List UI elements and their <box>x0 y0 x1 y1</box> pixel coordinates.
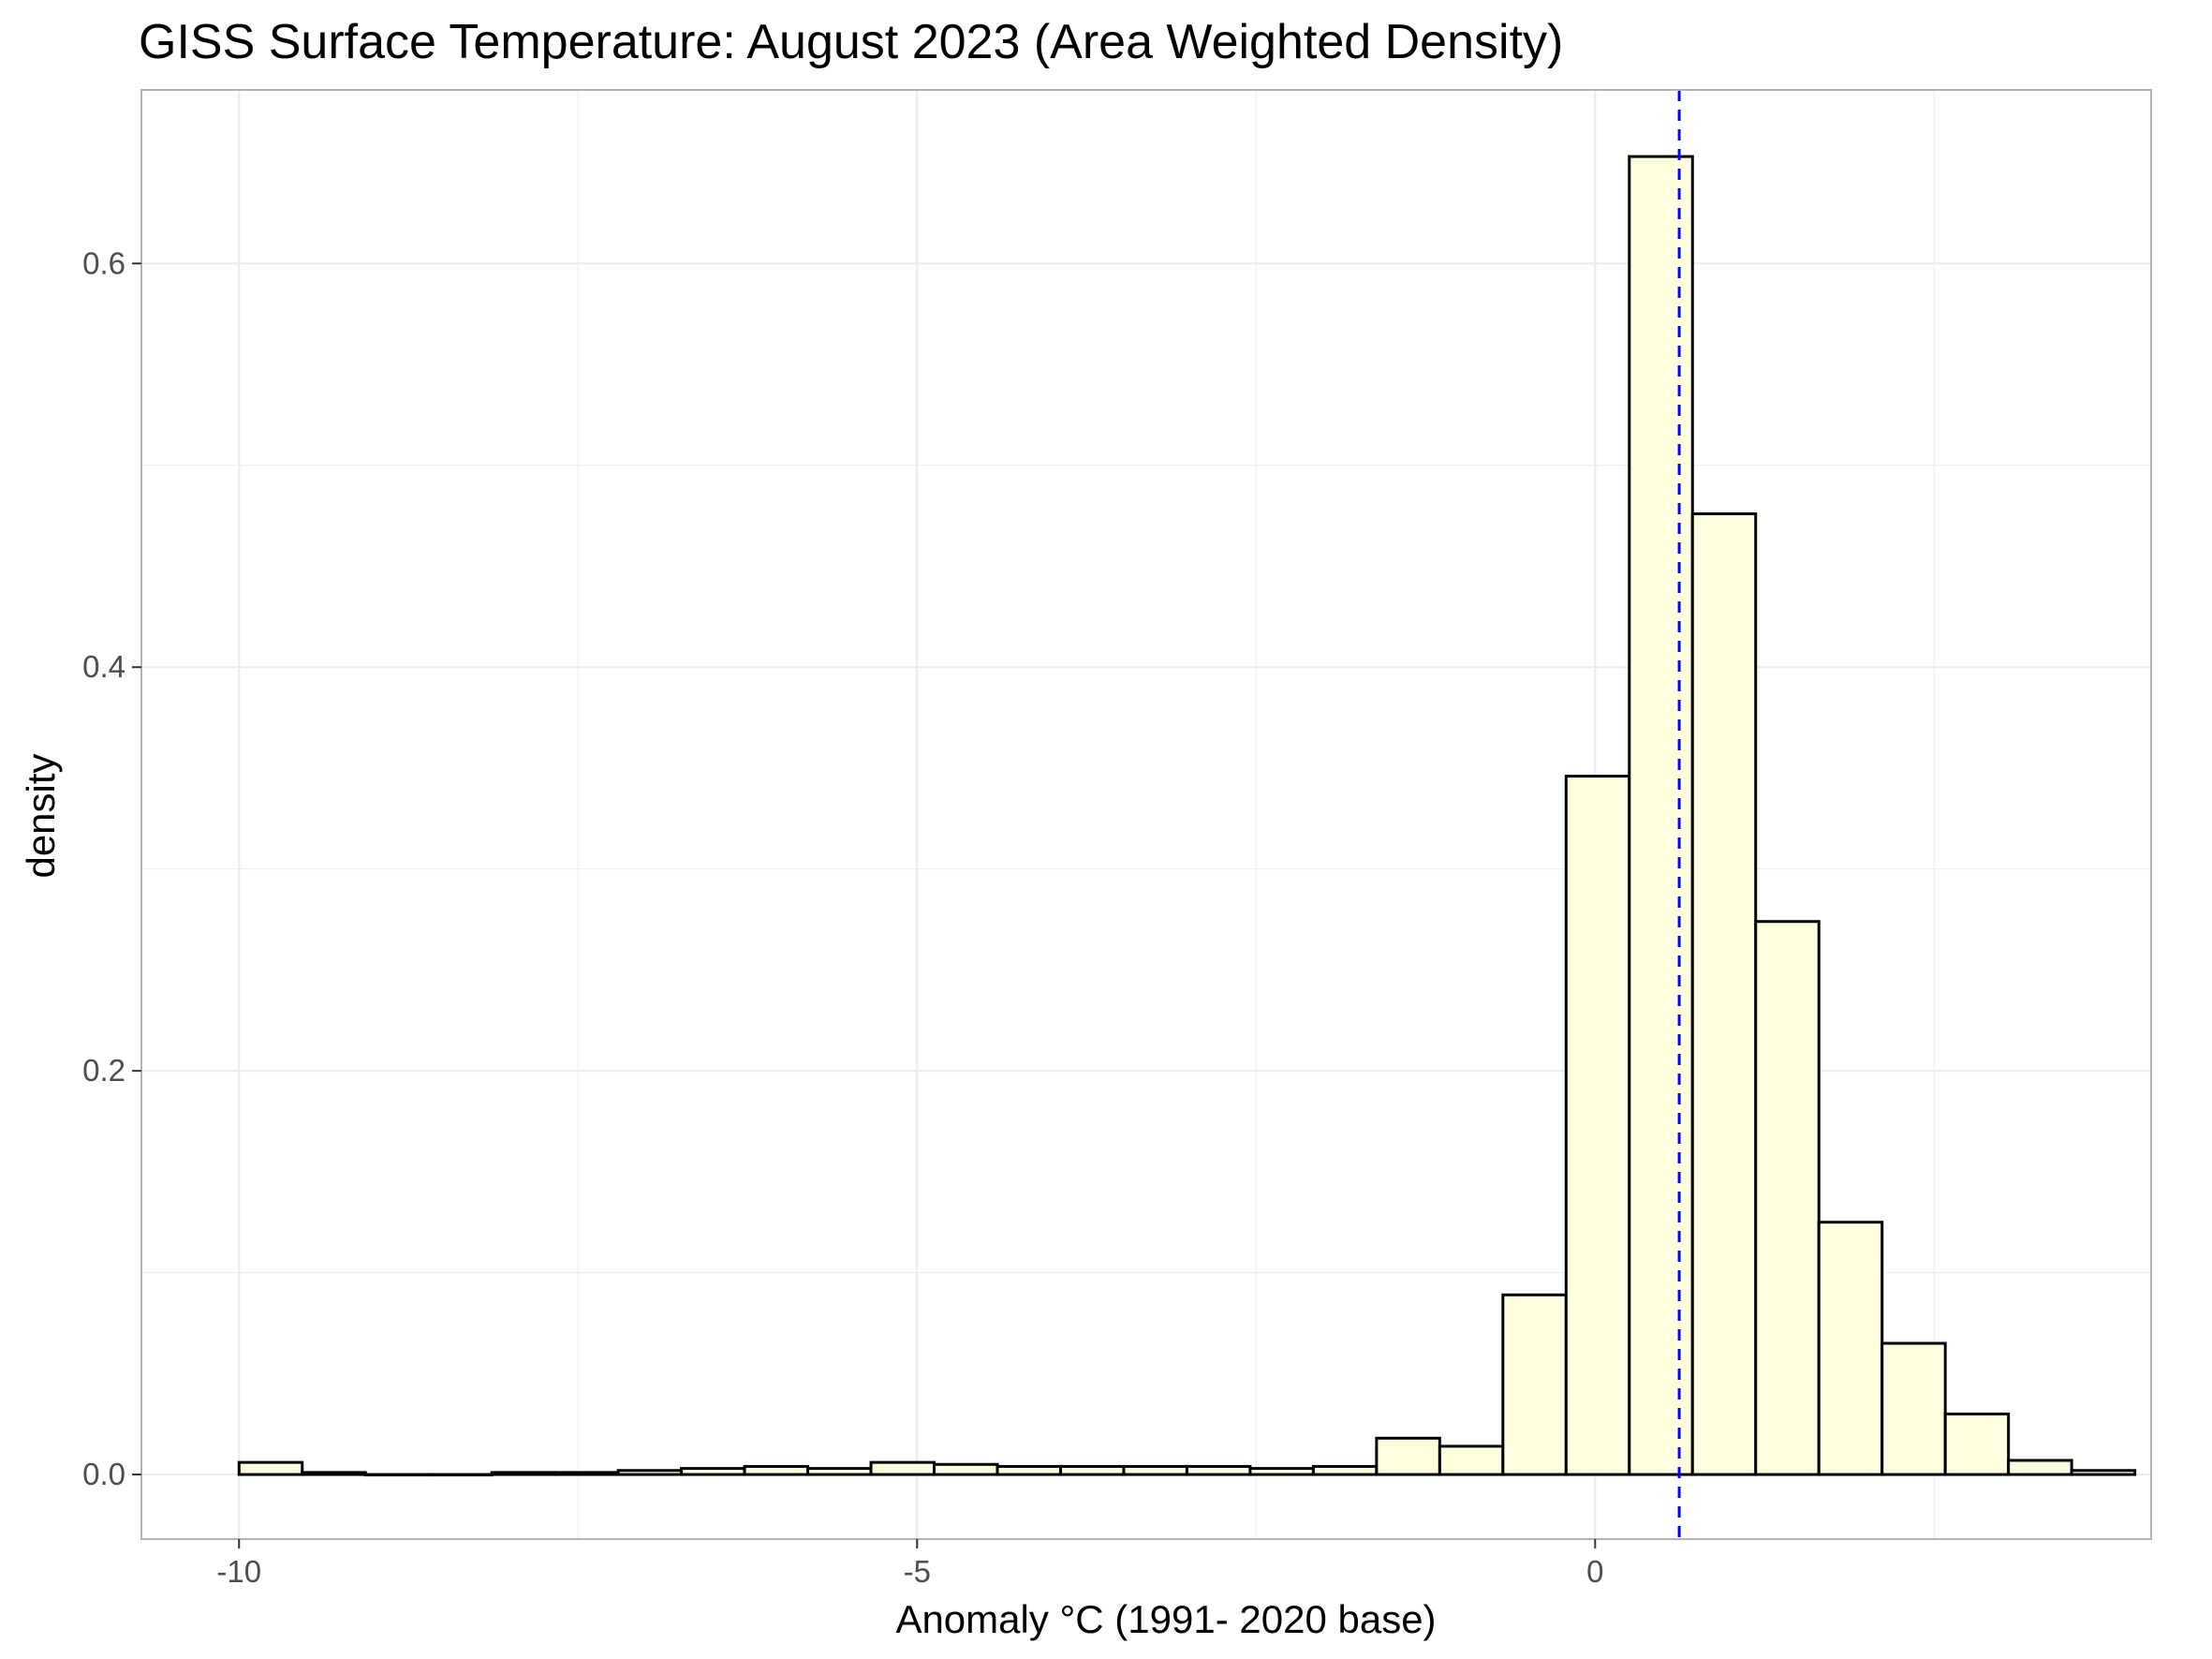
histogram-bar <box>995 1464 1062 1476</box>
histogram-bar <box>616 1469 684 1476</box>
x-tick-label: 0 <box>1586 1554 1603 1589</box>
histogram-bar <box>237 1460 304 1476</box>
y-axis-title: density <box>19 753 63 878</box>
histogram-bar <box>743 1464 810 1476</box>
histogram-bar <box>490 1471 557 1476</box>
histogram-bar <box>1122 1464 1188 1476</box>
histogram-bar <box>1880 1341 1947 1476</box>
histogram-bar <box>806 1467 873 1476</box>
histogram-bar <box>869 1460 936 1476</box>
histogram-bar <box>427 1473 494 1477</box>
histogram-bar <box>1185 1464 1252 1476</box>
histogram-bar <box>1375 1436 1441 1476</box>
x-axis-title: Anomaly °C (1991- 2020 base) <box>895 1597 1436 1641</box>
histogram-bar <box>1438 1444 1505 1476</box>
histogram-bar <box>1501 1293 1568 1476</box>
histogram-bar <box>680 1467 746 1476</box>
y-axis-ticks: 0.0 0.2 0.4 0.6 <box>82 245 141 1491</box>
histogram-bar <box>1754 920 1821 1476</box>
histogram-bars <box>237 155 2137 1477</box>
histogram-bar <box>1058 1464 1126 1476</box>
histogram-bar <box>363 1473 431 1477</box>
histogram-bar <box>1817 1221 1884 1476</box>
chart-title: GISS Surface Temperature: August 2023 (A… <box>139 15 1563 69</box>
histogram-bar <box>553 1471 620 1476</box>
histogram-bar <box>1248 1467 1315 1476</box>
y-tick-label: 0.4 <box>82 649 125 684</box>
histogram-bar <box>1564 775 1631 1476</box>
panel-border <box>140 89 2152 1540</box>
histogram-bar <box>1943 1412 2011 1476</box>
y-tick-label: 0.2 <box>82 1053 125 1088</box>
histogram-bar <box>301 1471 367 1476</box>
y-tick-label: 0.6 <box>82 245 125 280</box>
x-tick-label: -10 <box>216 1554 261 1589</box>
histogram-bar <box>2007 1459 2073 1476</box>
histogram-bar <box>933 1462 999 1476</box>
histogram-bar <box>1628 155 1694 1476</box>
y-tick-label: 0.0 <box>82 1457 125 1491</box>
x-tick-label: -5 <box>904 1554 931 1589</box>
histogram-bar <box>2070 1469 2137 1476</box>
histogram-bar <box>1311 1464 1379 1476</box>
histogram-bar <box>1690 511 1758 1476</box>
x-axis-ticks: -10 -5 0 <box>216 1539 1603 1589</box>
